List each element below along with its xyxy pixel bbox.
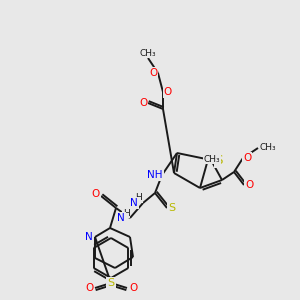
Text: CH₃: CH₃: [204, 154, 220, 164]
Text: S: S: [215, 154, 223, 166]
Text: NH: NH: [147, 170, 163, 180]
Text: O: O: [92, 189, 100, 199]
Text: O: O: [149, 68, 157, 78]
Text: S: S: [107, 278, 115, 288]
Text: H: H: [123, 208, 129, 217]
Text: O: O: [243, 153, 251, 163]
Text: O: O: [139, 98, 147, 108]
Text: N: N: [117, 213, 125, 223]
Text: N: N: [85, 232, 93, 242]
Text: O: O: [245, 180, 253, 190]
Text: N: N: [130, 198, 138, 208]
Text: O: O: [85, 283, 93, 293]
Text: CH₃: CH₃: [140, 49, 156, 58]
Text: S: S: [168, 203, 175, 213]
Text: O: O: [164, 87, 172, 97]
Text: O: O: [129, 283, 137, 293]
Text: CH₃: CH₃: [260, 143, 276, 152]
Text: H: H: [136, 194, 142, 202]
